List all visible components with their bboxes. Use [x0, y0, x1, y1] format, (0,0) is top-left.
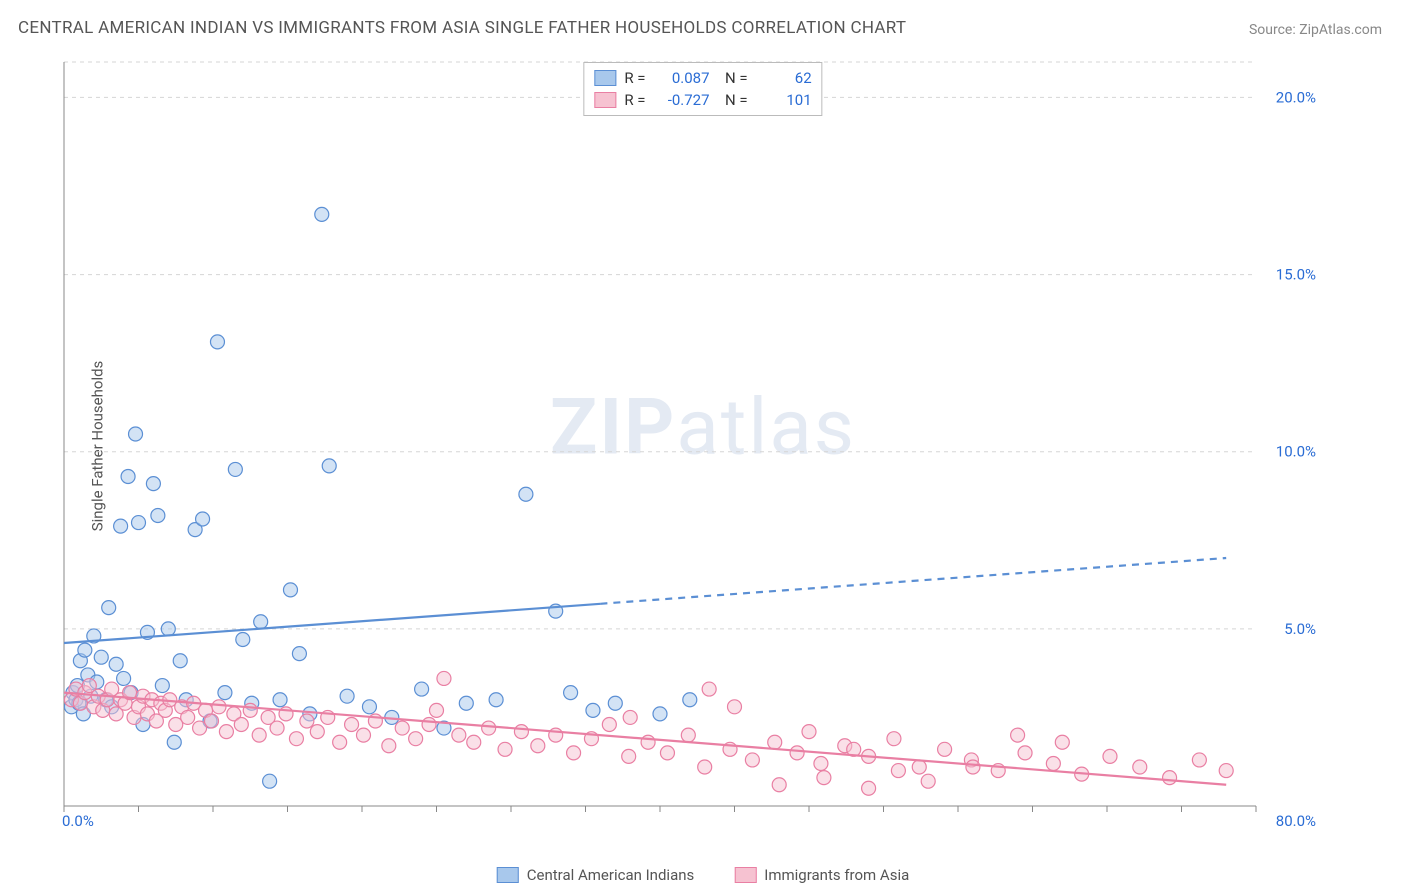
legend-r-label: R = — [624, 69, 645, 87]
svg-text:5.0%: 5.0% — [1284, 620, 1316, 638]
bottom-legend-item-0: Central American Indians — [497, 866, 695, 884]
svg-text:10.0%: 10.0% — [1276, 443, 1316, 461]
chart-title: CENTRAL AMERICAN INDIAN VS IMMIGRANTS FR… — [18, 18, 906, 38]
bottom-legend-label-0: Central American Indians — [527, 866, 695, 884]
svg-text:20.0%: 20.0% — [1276, 88, 1316, 106]
legend-r-val-0: 0.087 — [654, 69, 710, 87]
svg-text:15.0%: 15.0% — [1276, 266, 1316, 284]
legend-n-label: N = — [718, 91, 748, 109]
stats-legend: R = 0.087 N = 62 R = -0.727 N = 101 — [583, 62, 822, 116]
svg-text:0.0%: 0.0% — [62, 812, 94, 830]
scatter-chart: 5.0% 10.0% 15.0% 20.0% 0.0% 80.0% — [58, 60, 1326, 830]
source-attribution: Source: ZipAtlas.com — [1249, 22, 1382, 38]
legend-swatch-0 — [594, 70, 616, 86]
legend-n-label: N = — [718, 69, 748, 87]
bottom-legend-swatch-0 — [497, 867, 519, 883]
bottom-legend-item-1: Immigrants from Asia — [734, 866, 909, 884]
legend-r-val-1: -0.727 — [654, 91, 710, 109]
stats-legend-row-0: R = 0.087 N = 62 — [594, 67, 811, 89]
bottom-legend-label-1: Immigrants from Asia — [764, 866, 909, 884]
legend-r-label: R = — [624, 91, 645, 109]
bottom-legend: Central American Indians Immigrants from… — [497, 866, 910, 884]
plot-area: 5.0% 10.0% 15.0% 20.0% 0.0% 80.0% — [58, 60, 1326, 830]
legend-n-val-0: 62 — [756, 69, 812, 87]
legend-n-val-1: 101 — [756, 91, 812, 109]
svg-text:80.0%: 80.0% — [1276, 812, 1316, 830]
stats-legend-row-1: R = -0.727 N = 101 — [594, 89, 811, 111]
bottom-legend-swatch-1 — [734, 867, 756, 883]
legend-swatch-1 — [594, 92, 616, 108]
